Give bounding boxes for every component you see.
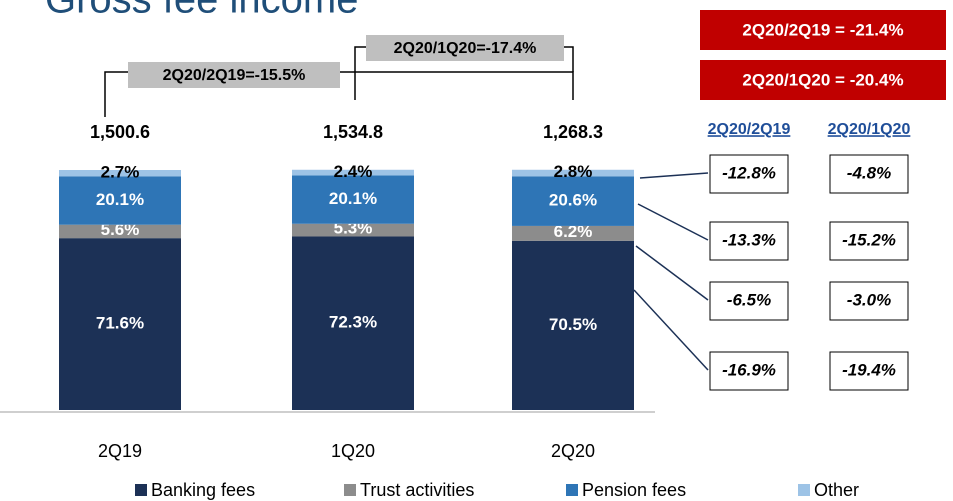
connector xyxy=(639,172,709,179)
legend-label: Trust activities xyxy=(360,480,474,500)
change-box xyxy=(829,221,909,261)
bar-segment xyxy=(292,169,414,176)
chart-title: Gross fee income xyxy=(45,0,358,22)
change-box xyxy=(829,351,909,391)
bar-segment xyxy=(512,240,634,410)
column-header: 2Q20/2Q19 xyxy=(708,121,791,138)
bracket-label: 2Q20/1Q20=-17.4% xyxy=(394,40,537,57)
legend-swatch xyxy=(344,484,356,496)
bracket-label: 2Q20/2Q19=-15.5% xyxy=(163,67,306,84)
highlight-label: 2Q20/2Q19 = -21.4% xyxy=(742,20,903,39)
change-value: -4.8% xyxy=(847,163,891,182)
column-header: 2Q20/1Q20 xyxy=(828,121,911,138)
total-label: 1,534.8 xyxy=(323,122,383,142)
highlight-label: 2Q20/1Q20 = -20.4% xyxy=(742,70,903,89)
connector xyxy=(635,245,709,301)
data-label: 2.7% xyxy=(101,162,140,181)
change-value: -15.2% xyxy=(842,230,896,249)
bar-segment xyxy=(59,170,181,177)
total-label: 1,500.6 xyxy=(90,122,150,142)
connector xyxy=(633,289,709,371)
change-value: -19.4% xyxy=(842,360,896,379)
data-label: 20.1% xyxy=(329,189,377,208)
legend-swatch xyxy=(798,484,810,496)
bar-segment xyxy=(292,175,414,224)
legend-swatch xyxy=(135,484,147,496)
x-tick-label: 2Q20 xyxy=(551,441,595,461)
x-tick-label: 2Q19 xyxy=(98,441,142,461)
data-label: 6.2% xyxy=(554,222,593,241)
legend-label: Banking fees xyxy=(151,480,255,500)
change-box xyxy=(709,281,789,321)
change-value: -16.9% xyxy=(722,360,776,379)
data-label: 20.1% xyxy=(96,190,144,209)
data-label: 2.4% xyxy=(334,162,373,181)
change-box xyxy=(709,154,789,194)
change-box xyxy=(709,221,789,261)
data-label: 20.6% xyxy=(549,191,597,210)
legend-label: Pension fees xyxy=(582,480,686,500)
data-label: 2.8% xyxy=(554,162,593,181)
change-value: -3.0% xyxy=(847,290,891,309)
legend-swatch xyxy=(566,484,578,496)
bar-segment xyxy=(512,169,634,177)
data-label: 71.6% xyxy=(96,314,144,333)
bar-segment xyxy=(512,225,634,241)
bar-segment xyxy=(59,176,181,225)
bar-segment xyxy=(292,236,414,410)
change-value: -6.5% xyxy=(727,290,771,309)
bar-segment xyxy=(59,224,181,239)
legend-label: Other xyxy=(814,480,859,500)
change-box xyxy=(709,351,789,391)
highlight-box xyxy=(700,60,946,100)
bar-segment xyxy=(59,238,181,410)
change-value: -12.8% xyxy=(722,163,776,182)
data-label: 70.5% xyxy=(549,315,597,334)
connector xyxy=(637,203,709,241)
bracket-box xyxy=(128,62,340,88)
bar-segment xyxy=(512,176,634,226)
data-label: 72.3% xyxy=(329,313,377,332)
change-box xyxy=(829,154,909,194)
total-label: 1,268.3 xyxy=(543,122,603,142)
x-tick-label: 1Q20 xyxy=(331,441,375,461)
bar-segment xyxy=(292,223,414,237)
bracket-box xyxy=(366,35,564,61)
change-box xyxy=(829,281,909,321)
highlight-box xyxy=(700,10,946,50)
change-value: -13.3% xyxy=(722,230,776,249)
